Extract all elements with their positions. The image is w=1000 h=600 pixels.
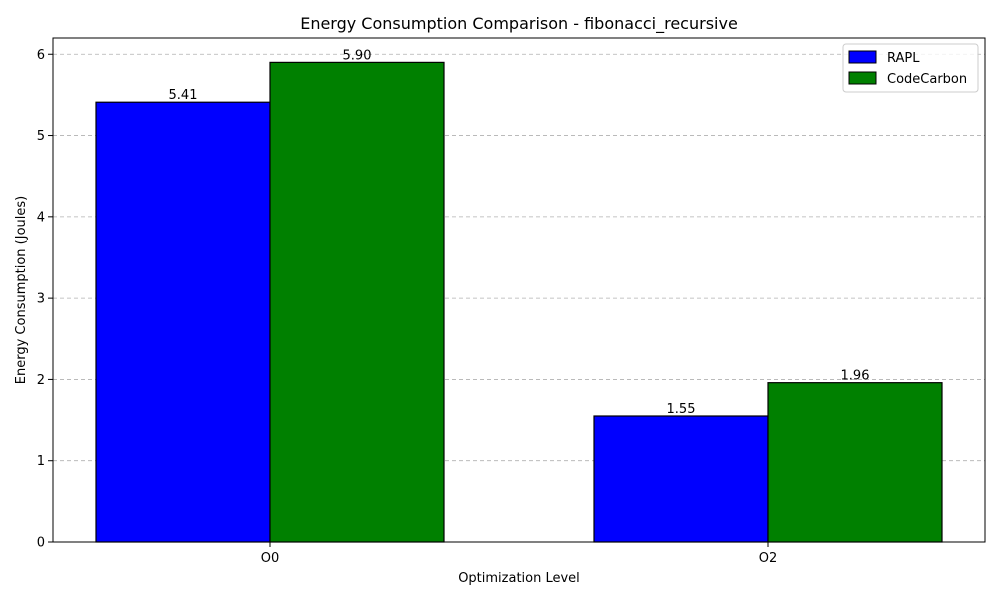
y-axis: 0 1 2 3 4 5 6 bbox=[37, 48, 53, 551]
legend-swatch-codecarbon bbox=[848, 71, 877, 85]
y-tick-label: 0 bbox=[37, 536, 45, 551]
x-axis-label: Optimization Level bbox=[458, 571, 580, 586]
plot-frame bbox=[52, 37, 986, 543]
data-labels: 5.41 1.55 5.90 1.96 bbox=[169, 48, 870, 417]
bar-value-label: 1.96 bbox=[841, 369, 870, 384]
y-axis-label: Energy Consumption (Joules) bbox=[14, 196, 29, 384]
bar-value-label: 5.41 bbox=[169, 88, 198, 103]
legend-box bbox=[842, 43, 979, 93]
x-axis: O0 O2 bbox=[261, 542, 778, 566]
legend-swatch-rapl bbox=[848, 50, 877, 64]
bar-codecarbon-o0 bbox=[269, 61, 445, 543]
legend: RAPL CodeCarbon bbox=[842, 43, 979, 93]
y-tick-label: 4 bbox=[37, 210, 45, 225]
bar-value-label: 1.55 bbox=[667, 402, 696, 417]
bar-rapl-o2 bbox=[593, 415, 769, 543]
y-tick-label: 6 bbox=[37, 48, 45, 63]
chart-title: Energy Consumption Comparison - fibonacc… bbox=[300, 14, 738, 34]
y-tick-label: 1 bbox=[37, 454, 45, 469]
x-tick-label: O2 bbox=[759, 551, 778, 566]
bar-rapl-o0 bbox=[95, 101, 271, 543]
bar-value-label: 5.90 bbox=[343, 48, 372, 63]
legend-label-codecarbon: CodeCarbon bbox=[887, 72, 967, 87]
bars bbox=[95, 61, 943, 543]
bar-codecarbon-o2 bbox=[767, 382, 943, 543]
legend-label-rapl: RAPL bbox=[887, 51, 920, 66]
y-tick-label: 3 bbox=[37, 292, 45, 307]
y-tick-label: 5 bbox=[37, 129, 45, 144]
x-tick-label: O0 bbox=[261, 551, 280, 566]
y-tick-label: 2 bbox=[37, 373, 45, 388]
